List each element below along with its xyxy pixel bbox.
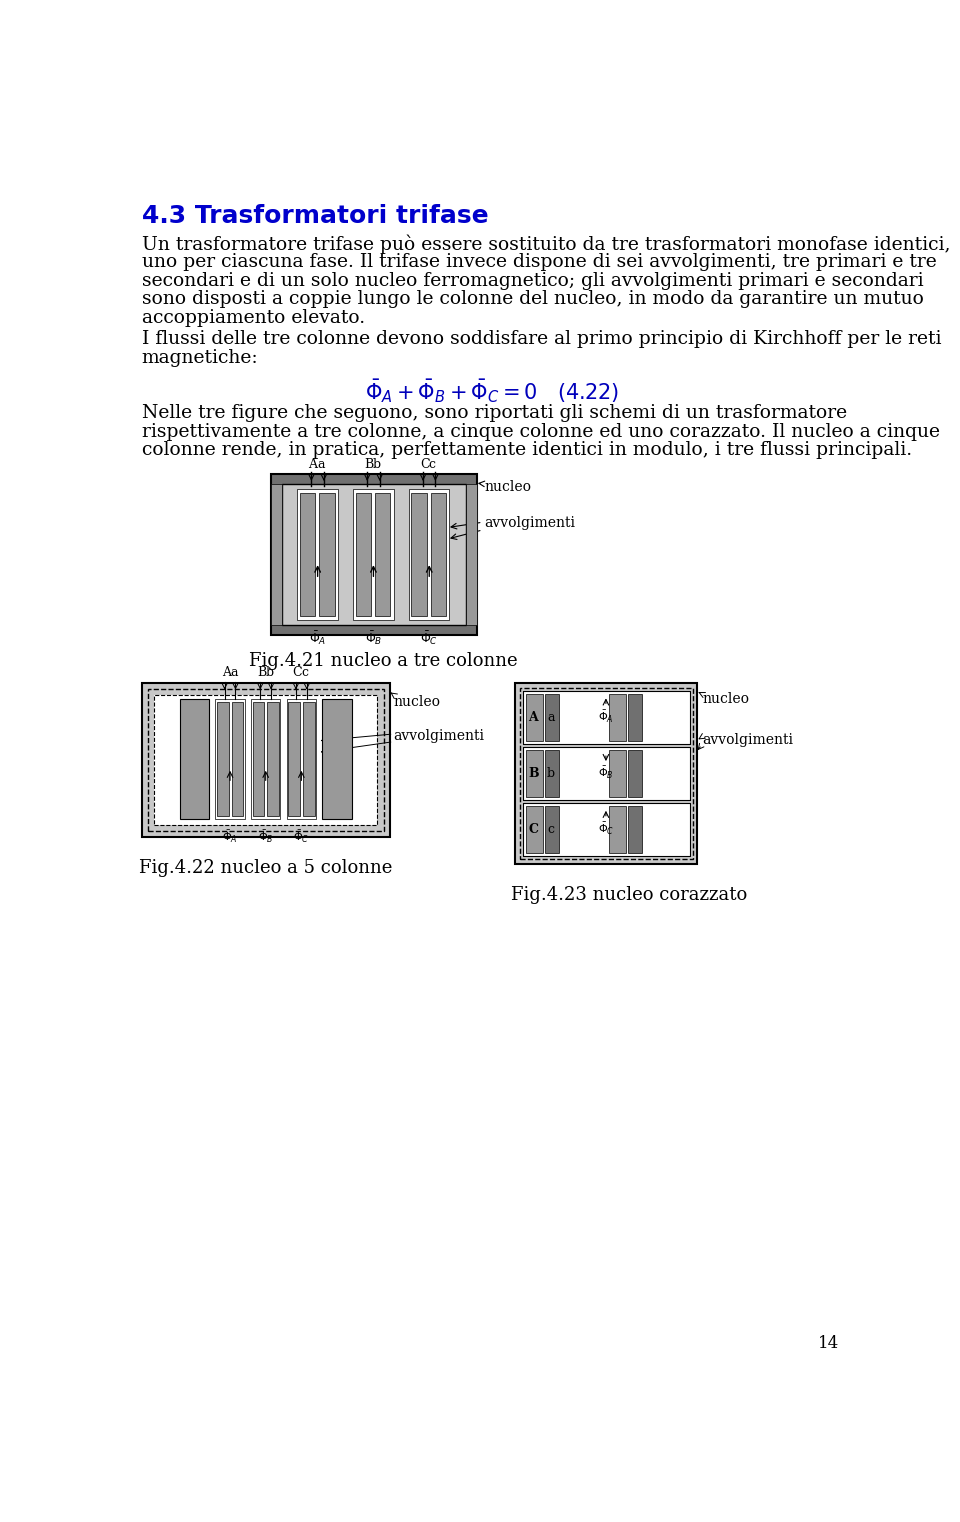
Text: avvolgimenti: avvolgimenti (394, 729, 485, 743)
Text: sono disposti a coppie lungo le colonne del nucleo, in modo da garantire un mutu: sono disposti a coppie lungo le colonne … (142, 291, 924, 309)
Bar (628, 807, 641, 854)
Text: Fig.4.23 nucleo corazzato: Fig.4.23 nucleo corazzato (511, 886, 747, 904)
Bar (609, 807, 626, 854)
Bar (544, 694, 559, 741)
Text: b: b (372, 458, 380, 470)
Bar (409, 489, 449, 619)
Bar (523, 747, 689, 801)
Bar (609, 750, 626, 798)
Bar (180, 699, 209, 819)
Bar (155, 696, 377, 825)
Text: A: A (528, 711, 539, 723)
Bar (323, 699, 351, 819)
Text: a: a (230, 667, 238, 679)
Text: $\bar{\Phi}_A$: $\bar{\Phi}_A$ (598, 709, 613, 724)
Text: $\bar{\Phi}_C$: $\bar{\Phi}_C$ (598, 822, 614, 837)
Bar (231, 702, 243, 816)
Bar (298, 489, 338, 619)
Bar (288, 702, 300, 816)
Bar (375, 493, 391, 616)
Text: a: a (317, 458, 324, 470)
Bar (217, 702, 228, 816)
Text: 14: 14 (818, 1335, 839, 1353)
Bar (544, 750, 559, 798)
Text: B: B (364, 458, 373, 470)
Text: C: C (528, 823, 539, 836)
Text: 4.3 Trasformatori trifase: 4.3 Trasformatori trifase (142, 204, 489, 228)
Text: b: b (547, 767, 555, 779)
Bar (142, 683, 390, 837)
Text: avvolgimenti: avvolgimenti (484, 516, 575, 530)
Text: $\bar{\Phi}_C$: $\bar{\Phi}_C$ (293, 829, 309, 845)
Bar (628, 694, 641, 741)
Bar (523, 691, 689, 744)
Bar (271, 484, 282, 624)
Bar (516, 683, 697, 864)
Bar (251, 699, 280, 819)
Bar (282, 484, 466, 624)
Bar (287, 699, 316, 819)
Text: colonne rende, in pratica, perfettamente identici in modulo, i tre flussi princi: colonne rende, in pratica, perfettamente… (142, 441, 912, 460)
Text: nucleo: nucleo (702, 693, 749, 706)
Bar (355, 493, 372, 616)
Text: secondari e di un solo nucleo ferromagnetico; gli avvolgimenti primari e seconda: secondari e di un solo nucleo ferromagne… (142, 272, 924, 291)
Text: $\bar{\Phi}_C$: $\bar{\Phi}_C$ (420, 629, 439, 647)
Text: B: B (528, 767, 540, 779)
Text: $\bar{\Phi}_A + \bar{\Phi}_B + \bar{\Phi}_C = 0 \quad (4.22)$: $\bar{\Phi}_A + \bar{\Phi}_B + \bar{\Phi… (365, 376, 619, 405)
Bar (526, 694, 543, 741)
Bar (412, 493, 427, 616)
Bar (303, 702, 315, 816)
Text: A: A (222, 667, 230, 679)
Text: A: A (308, 458, 318, 470)
Bar (628, 750, 641, 798)
Bar (319, 493, 335, 616)
Text: nucleo: nucleo (484, 479, 531, 493)
Text: c: c (429, 458, 436, 470)
Text: $\bar{\Phi}_B$: $\bar{\Phi}_B$ (598, 766, 613, 781)
Text: $\bar{\Phi}_A$: $\bar{\Phi}_A$ (222, 829, 238, 845)
Bar (523, 747, 689, 801)
Bar (466, 484, 476, 624)
Text: Fig.4.22 nucleo a 5 colonne: Fig.4.22 nucleo a 5 colonne (139, 858, 393, 877)
Text: avvolgimenti: avvolgimenti (702, 734, 793, 747)
Bar (252, 702, 264, 816)
Bar (526, 807, 543, 854)
Text: $\bar{\Phi}_B$: $\bar{\Phi}_B$ (365, 629, 382, 647)
Text: Nelle tre figure che seguono, sono riportati gli schemi di un trasformatore: Nelle tre figure che seguono, sono ripor… (142, 405, 847, 423)
Bar (526, 750, 543, 798)
Bar (267, 702, 278, 816)
Bar (148, 689, 383, 831)
Bar (523, 804, 689, 857)
Text: $\bar{\Phi}_A$: $\bar{\Phi}_A$ (309, 629, 326, 647)
Bar (523, 804, 689, 857)
Bar (155, 696, 377, 825)
Bar (353, 489, 394, 619)
Bar (609, 694, 626, 741)
Text: accoppiamento elevato.: accoppiamento elevato. (142, 309, 365, 327)
Text: rispettivamente a tre colonne, a cinque colonne ed uno corazzato. Il nucleo a ci: rispettivamente a tre colonne, a cinque … (142, 423, 940, 441)
Text: $\bar{\Phi}_B$: $\bar{\Phi}_B$ (258, 829, 274, 845)
Text: I flussi delle tre colonne devono soddisfare al primo principio di Kirchhoff per: I flussi delle tre colonne devono soddis… (142, 330, 941, 349)
Bar (544, 807, 559, 854)
Bar (300, 493, 315, 616)
Text: c: c (547, 823, 554, 836)
Text: C: C (420, 458, 429, 470)
Text: C: C (293, 667, 302, 679)
Bar (431, 493, 446, 616)
Text: Fig.4.21 nucleo a tre colonne: Fig.4.21 nucleo a tre colonne (250, 653, 517, 670)
Text: B: B (257, 667, 267, 679)
Text: magnetiche:: magnetiche: (142, 349, 258, 367)
Text: a: a (547, 711, 555, 723)
Bar (215, 699, 245, 819)
Bar (520, 688, 693, 860)
Text: nucleo: nucleo (394, 694, 441, 709)
Bar (271, 473, 476, 635)
Text: Un trasformatore trifase può essere sostituito da tre trasformatori monofase ide: Un trasformatore trifase può essere sost… (142, 234, 950, 254)
Text: uno per ciascuna fase. Il trifase invece dispone di sei avvolgimenti, tre primar: uno per ciascuna fase. Il trifase invece… (142, 254, 936, 271)
Text: b: b (266, 667, 274, 679)
Bar (523, 691, 689, 744)
Text: c: c (301, 667, 309, 679)
